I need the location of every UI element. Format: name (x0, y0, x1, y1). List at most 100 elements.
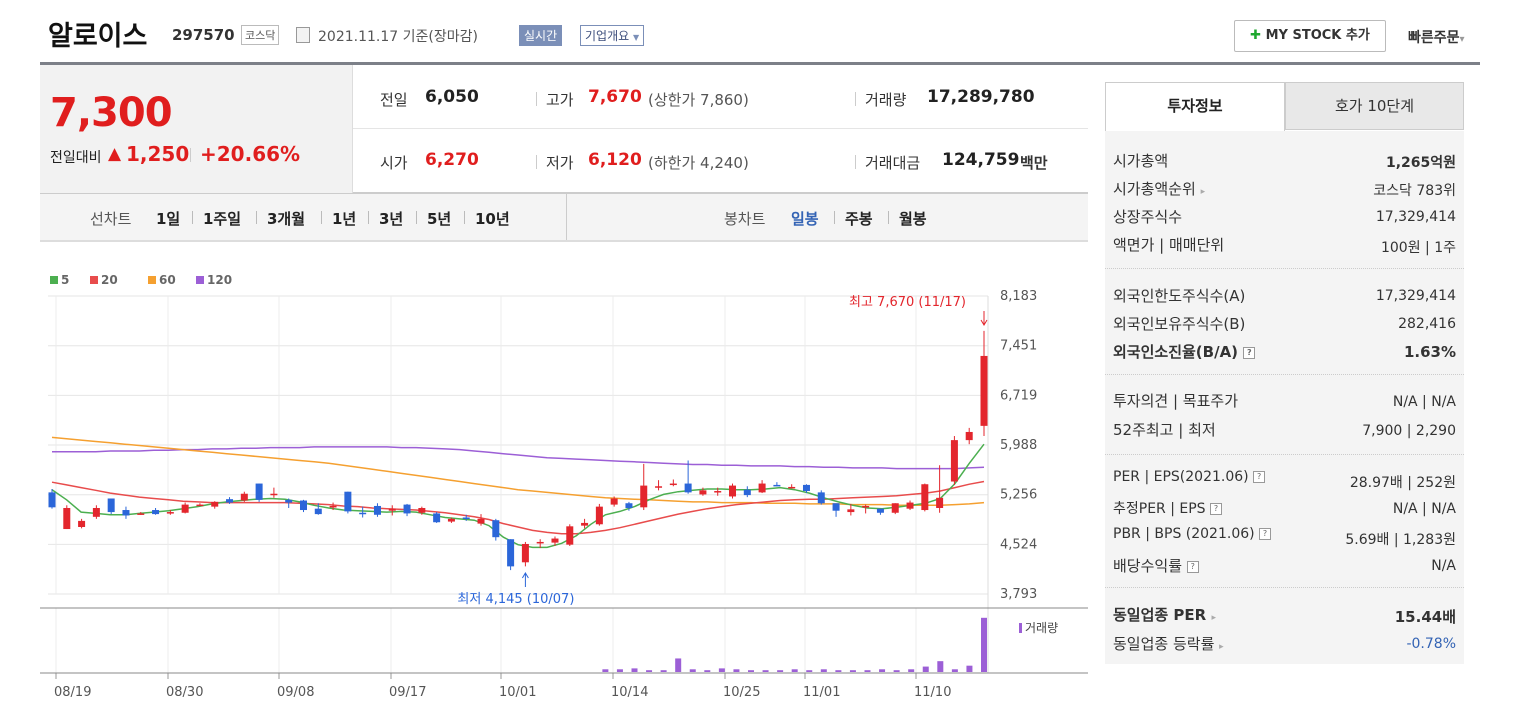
price-panel (40, 65, 353, 193)
foreign-ratio-text: 외국인소진율(B/A) (1113, 343, 1239, 361)
amount-unit: 백만 (1020, 154, 1048, 172)
period-bar (40, 193, 1088, 241)
x-tick-label: 09/08 (277, 685, 314, 700)
per-eps-label: PER | EPS(2021.06) ? (1113, 469, 1266, 485)
sector-change-label[interactable]: 동일업종 등락률 ▸ (1113, 633, 1224, 654)
volume-bar (806, 670, 813, 672)
legend-swatch (196, 276, 204, 284)
stock-chart[interactable]: 8,183 7,451 6,719 5,988 5,256 4,524 3,793 08/19… (40, 241, 1088, 708)
help-icon[interactable]: ? (1210, 503, 1223, 515)
candle-body (802, 484, 810, 492)
help-icon[interactable]: ? (1253, 471, 1266, 483)
candle-body (166, 512, 174, 514)
foreign-limit-value: 17,329,414 (1375, 288, 1456, 304)
opinion-value: N/A | N/A (1392, 394, 1456, 410)
candle-body (862, 505, 870, 508)
listed-shares-label: 상장주식수 (1113, 208, 1183, 226)
52w-label: 52주최고 | 최저 (1113, 421, 1216, 439)
my-stock-add-button[interactable]: ✚ MY STOCK 추가 (1234, 20, 1386, 52)
volume-bar (718, 668, 725, 672)
volume-bar (689, 669, 696, 672)
candle-body (137, 513, 145, 515)
chart-svg: 8,183 7,451 6,719 5,988 5,256 4,524 3,793 08/19… (40, 241, 1088, 708)
prev-value: 6,050 (425, 87, 479, 107)
divider (855, 92, 856, 106)
candle-body (462, 517, 470, 519)
candle-body (965, 431, 973, 441)
volume-bar (908, 669, 915, 672)
candle-body (640, 485, 648, 508)
est-per-label: 추정PER | EPS ? (1113, 498, 1223, 518)
par-value-label: 액면가 | 매매단위 (1113, 236, 1225, 254)
volume-bar (616, 669, 623, 672)
current-price: 7,300 (50, 90, 173, 136)
low-annotation: 최저 4,145 (10/07) (457, 592, 574, 607)
help-icon[interactable]: ? (1186, 560, 1199, 573)
period-monthly[interactable]: 월봉 (899, 210, 927, 228)
period-5y[interactable]: 5년 (427, 210, 452, 228)
volume-bar (733, 669, 740, 672)
help-icon[interactable]: ? (1259, 528, 1272, 540)
ma5-line (51, 443, 985, 549)
section-divider (1105, 268, 1464, 269)
volume-bar (791, 669, 798, 672)
quick-order-dropdown[interactable]: 빠른주문▾ (1408, 27, 1465, 47)
x-tick-label: 11/01 (803, 685, 840, 700)
period-daily[interactable]: 일봉 (791, 210, 819, 228)
my-stock-label: MY STOCK 추가 (1265, 28, 1370, 43)
candle-body (63, 507, 71, 530)
help-icon[interactable]: ? (1243, 346, 1256, 359)
amount-label: 거래대금 (865, 154, 921, 172)
sector-change-text: 동일업종 등락률 (1113, 635, 1215, 653)
period-1d[interactable]: 1일 (156, 210, 181, 228)
chevron-down-icon: ▼ (633, 33, 640, 42)
ma60-line (51, 436, 985, 507)
candle-body (758, 483, 766, 493)
volume-bar (864, 670, 871, 672)
sector-per-label[interactable]: 동일업종 PER ▸ (1113, 604, 1216, 625)
legend-label: 120 (207, 273, 232, 287)
plus-icon: ✚ (1250, 28, 1262, 43)
pbr-bps-value: 5.69배 | 1,283원 (1345, 532, 1456, 548)
change-percent: +20.66% (200, 142, 301, 166)
volume-bar (675, 658, 682, 672)
tab-orderbook[interactable]: 호가 10단계 (1285, 82, 1464, 130)
divider (256, 211, 257, 224)
candle-body (773, 484, 781, 487)
market-cap-rank-label[interactable]: 시가총액순위 ▸ (1113, 178, 1205, 199)
volume-bar (602, 669, 609, 672)
legend-swatch (148, 276, 156, 284)
period-3m[interactable]: 3개월 (267, 210, 306, 228)
per-eps-value: 28.97배 | 252원 (1349, 475, 1456, 491)
legend-label: 20 (101, 273, 118, 287)
period-10y[interactable]: 10년 (475, 210, 510, 228)
period-3y[interactable]: 3년 (379, 210, 404, 228)
candle-body (743, 489, 751, 496)
candle-body (847, 509, 855, 513)
high-label: 고가 (546, 91, 574, 109)
volume-bar (922, 666, 929, 672)
candle-body (492, 520, 500, 538)
sector-per-value: 15.44배 (1394, 608, 1456, 626)
period-1w[interactable]: 1주일 (203, 210, 242, 228)
period-weekly[interactable]: 주봉 (845, 210, 873, 228)
tab-investment-info[interactable]: 투자정보 (1105, 82, 1285, 131)
period-1y[interactable]: 1년 (332, 210, 357, 228)
legend-swatch (90, 276, 98, 284)
est-per-text: 추정PER | EPS (1113, 501, 1206, 517)
company-overview-dropdown[interactable]: 기업개요 ▼ (580, 25, 645, 46)
x-tick-label: 08/30 (166, 685, 203, 700)
realtime-button[interactable]: 실시간 (519, 25, 563, 46)
divider (321, 211, 322, 224)
quote-table (353, 65, 1088, 193)
volume-bar (951, 669, 958, 672)
volume-legend-swatch (1019, 623, 1022, 633)
volume-bar (631, 668, 638, 672)
candle-body (211, 501, 219, 507)
divider (190, 148, 191, 162)
chevron-down-icon: ▾ (1459, 34, 1465, 45)
dividend-value: N/A (1431, 558, 1456, 574)
candle-body (876, 508, 884, 513)
divider (536, 155, 537, 169)
stock-name: 알로이스 (48, 21, 148, 52)
